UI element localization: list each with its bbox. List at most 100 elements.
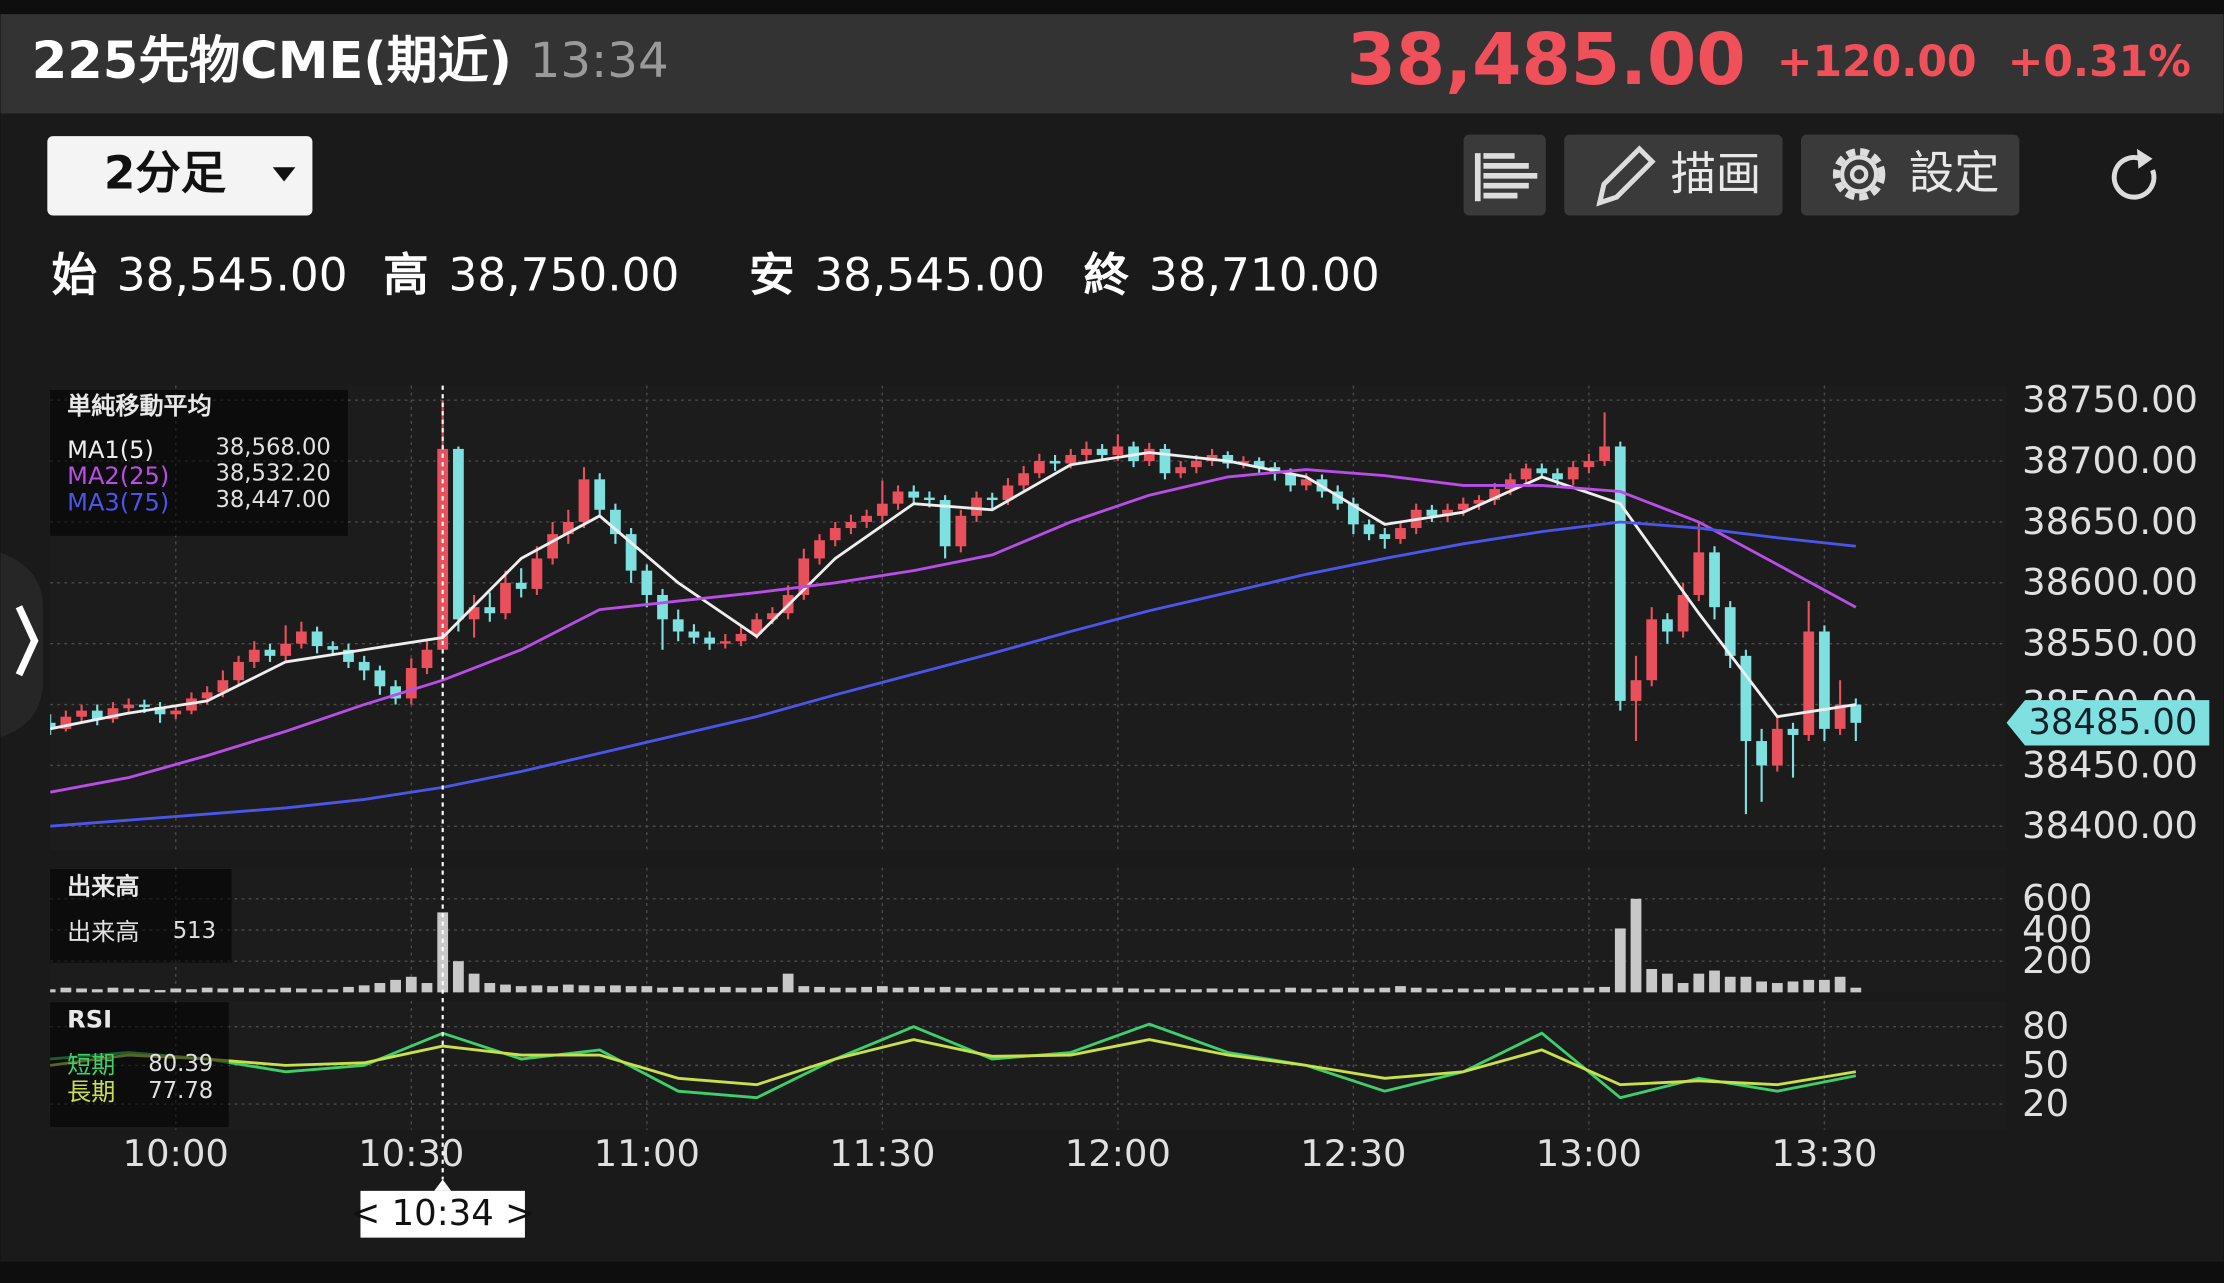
candle-body — [704, 637, 716, 644]
candle-body — [154, 706, 166, 715]
volume-bar — [829, 987, 841, 993]
volume-bar — [641, 986, 653, 993]
candle-body — [1583, 461, 1595, 468]
ohlc-value: 38,545.00 — [117, 248, 348, 301]
y-tick-label: 38650.00 — [2022, 500, 2198, 543]
overlay: 10:00 10:30 11:00 11:30 12:00 12:30 13:00 13:30… — [50, 378, 2210, 1238]
volume-bar — [123, 988, 135, 993]
legend-name: 長期 — [67, 1078, 115, 1106]
volume-bar — [986, 987, 998, 993]
list-button[interactable] — [1463, 134, 1546, 216]
volume-bar — [1206, 988, 1218, 993]
volume-bar — [186, 989, 197, 993]
refresh-button[interactable] — [2111, 148, 2157, 200]
volume-bar — [1646, 968, 1658, 993]
volume-bar — [1002, 988, 1014, 993]
candle-body — [986, 497, 998, 501]
candle-body — [76, 710, 87, 717]
legend-value: 38,532.20 — [215, 461, 330, 487]
crosshair-label: < 10:34 > — [351, 1193, 535, 1234]
volume-bar — [170, 988, 182, 993]
crosshair-pointer — [434, 1179, 452, 1191]
draw-button[interactable]: 描画 — [1564, 134, 1783, 216]
y-tick-label: 400 — [2022, 908, 2092, 951]
volume-bar — [1112, 987, 1124, 993]
legend-value: 77.78 — [148, 1078, 213, 1104]
volume-bar — [1662, 973, 1673, 993]
candle-body — [1049, 461, 1061, 464]
candle-body — [484, 607, 496, 614]
gear-ring — [1839, 155, 1879, 194]
volume-bar — [657, 987, 668, 993]
settings-button[interactable]: 設定 — [1800, 134, 2020, 216]
volume-bar — [1756, 981, 1768, 993]
candle-body — [217, 680, 229, 693]
header-title: 225先物CME(期近) 13:34 — [32, 32, 669, 91]
candle-body — [1332, 491, 1344, 504]
candle-body — [1709, 552, 1720, 608]
legend-value: 38,568.00 — [215, 434, 330, 460]
candle-body — [1002, 485, 1014, 501]
series-line — [50, 1022, 1857, 1100]
volume-bar — [1442, 989, 1453, 993]
volume-bar — [453, 961, 464, 993]
candle-body — [1222, 454, 1234, 464]
y-tick-label: 38450.00 — [2022, 743, 2198, 786]
volume-bar — [1018, 987, 1030, 993]
volume-bar — [390, 979, 401, 993]
y-tick-label: 600 — [2022, 877, 2092, 920]
volume-bar — [814, 986, 825, 993]
x-tick-label: 11:00 — [594, 1132, 700, 1175]
volume-bar — [1316, 989, 1328, 993]
candle-body — [327, 646, 339, 650]
bottom-strip — [0, 1261, 2224, 1283]
volume-bar — [248, 988, 260, 993]
volume-bar — [1285, 987, 1296, 993]
x-tick-label: 10:30 — [358, 1132, 464, 1175]
candle-body — [1426, 509, 1438, 516]
dropdown-arrow — [272, 167, 296, 182]
candle-body — [1473, 500, 1485, 504]
ohlc-value: 38,750.00 — [449, 248, 680, 301]
volume-bar — [484, 983, 496, 993]
candle-body — [1740, 655, 1752, 742]
candle-body — [735, 633, 747, 642]
candle-body — [625, 534, 637, 571]
side-tab[interactable] — [0, 552, 44, 738]
plot-area — [50, 385, 2007, 1130]
candle-body — [955, 515, 967, 547]
ohlc-label: 高 — [383, 248, 428, 301]
candle-body — [845, 521, 857, 529]
candle-body — [1347, 503, 1359, 525]
x-tick-label: 10:00 — [123, 1132, 229, 1175]
interval-button[interactable]: 2分足 — [47, 136, 313, 216]
candle-body — [170, 710, 182, 715]
candle-body — [672, 619, 684, 632]
volume-bar — [1787, 981, 1799, 993]
candle-body — [814, 540, 825, 559]
candle-body — [1614, 446, 1626, 701]
y-tick-label: 20 — [2022, 1082, 2069, 1125]
legend-name: 短期 — [67, 1051, 115, 1079]
ohlc-label: 終 — [1084, 248, 1130, 301]
candle-body — [641, 570, 653, 595]
y-tick-label: 38750.00 — [2022, 378, 2198, 421]
legend-name: MA2(25) — [67, 462, 169, 490]
side-chevron — [15, 605, 39, 677]
volume-bar — [908, 986, 920, 993]
volume-bar — [625, 986, 637, 993]
candle-body — [405, 668, 417, 699]
candle-body — [1677, 594, 1689, 632]
ohlc-row: 始 38,545.00 高 38,750.00 安 38,545.00 終 38,710.00 — [52, 248, 1380, 301]
candle-body — [892, 491, 904, 504]
candle-body — [924, 497, 935, 501]
volume-bar — [1175, 989, 1187, 993]
volume-bar — [939, 986, 951, 993]
volume-bar — [1536, 989, 1548, 993]
candle-body — [453, 448, 464, 620]
candle-body — [138, 704, 150, 707]
volume-bar — [1096, 987, 1108, 993]
series-line — [50, 468, 1857, 794]
candle-body — [1536, 468, 1548, 474]
candle-body — [50, 722, 56, 729]
